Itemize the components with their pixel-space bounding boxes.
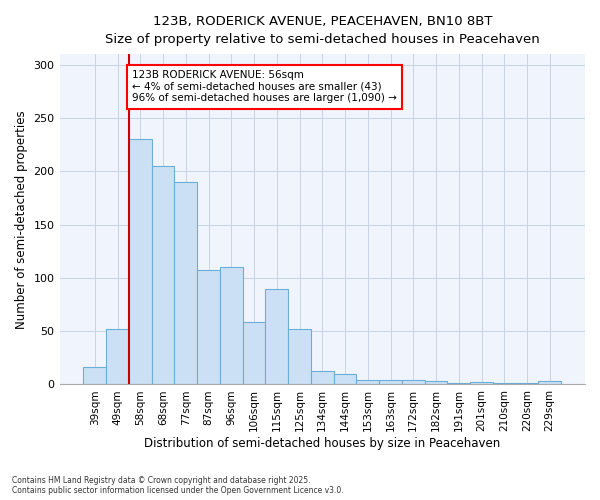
Bar [379,380,402,384]
Bar [311,370,334,384]
Bar [106,329,129,384]
Text: Contains HM Land Registry data © Crown copyright and database right 2025.
Contai: Contains HM Land Registry data © Crown c… [12,476,344,495]
Y-axis label: Number of semi-detached properties: Number of semi-detached properties [15,110,28,328]
Bar [152,166,175,384]
Bar [220,267,242,384]
Bar [425,382,448,384]
Bar [538,382,561,384]
Bar [83,368,106,384]
Bar [402,380,425,384]
Bar [129,140,152,384]
Bar [242,322,265,384]
Bar [288,329,311,384]
Bar [334,374,356,384]
X-axis label: Distribution of semi-detached houses by size in Peacehaven: Distribution of semi-detached houses by … [144,437,500,450]
Text: 123B RODERICK AVENUE: 56sqm
← 4% of semi-detached houses are smaller (43)
96% of: 123B RODERICK AVENUE: 56sqm ← 4% of semi… [133,70,397,103]
Bar [470,382,493,384]
Bar [356,380,379,384]
Bar [265,288,288,384]
Title: 123B, RODERICK AVENUE, PEACEHAVEN, BN10 8BT
Size of property relative to semi-de: 123B, RODERICK AVENUE, PEACEHAVEN, BN10 … [105,15,539,46]
Bar [175,182,197,384]
Bar [197,270,220,384]
